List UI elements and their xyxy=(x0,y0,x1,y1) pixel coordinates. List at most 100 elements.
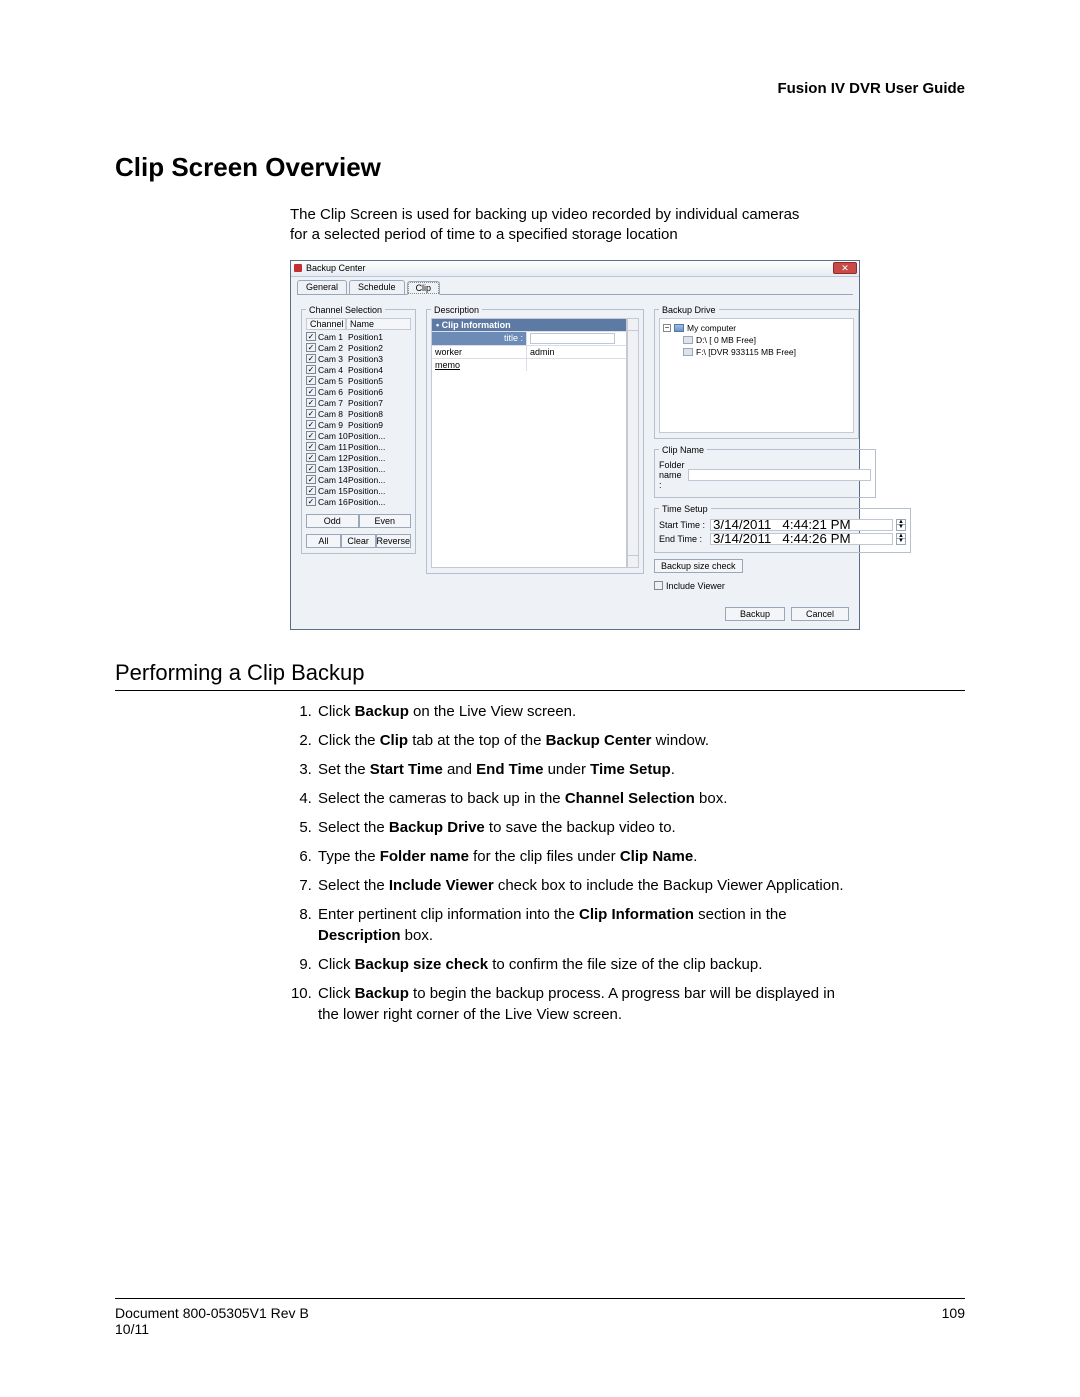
tree-expand-icon[interactable]: − xyxy=(663,324,671,332)
description-box: Description Clip Information title : wor… xyxy=(426,305,644,574)
clip-name: Clip Name Folder name : xyxy=(654,445,876,498)
channel-checkbox[interactable]: ✓ xyxy=(306,464,316,473)
channel-checkbox[interactable]: ✓ xyxy=(306,365,316,374)
include-viewer-label: Include Viewer xyxy=(666,581,725,591)
tab-clip[interactable]: Clip xyxy=(407,281,441,295)
channel-checkbox[interactable]: ✓ xyxy=(306,409,316,418)
folder-name-label: Folder name : xyxy=(659,460,685,490)
channel-row[interactable]: ✓Cam 2Position2 xyxy=(306,343,411,354)
window-title: Backup Center xyxy=(306,263,366,273)
channel-checkbox[interactable]: ✓ xyxy=(306,497,316,506)
backup-button[interactable]: Backup xyxy=(725,607,785,621)
description-legend: Description xyxy=(431,305,482,315)
channel-selection-legend: Channel Selection xyxy=(306,305,385,315)
clear-button[interactable]: Clear xyxy=(341,534,376,548)
drive-icon xyxy=(683,336,693,344)
channel-checkbox[interactable]: ✓ xyxy=(306,431,316,440)
step-item: Click Backup size check to confirm the f… xyxy=(316,954,850,975)
subheading: Performing a Clip Backup xyxy=(115,660,965,691)
start-time-spinner[interactable]: ▲▼ xyxy=(896,519,906,531)
page-title: Clip Screen Overview xyxy=(115,152,965,183)
reverse-button[interactable]: Reverse xyxy=(376,534,412,548)
channel-row[interactable]: ✓Cam 14Position... xyxy=(306,475,411,486)
page-number: 109 xyxy=(942,1305,965,1337)
clip-info-header: Clip Information xyxy=(432,319,626,331)
step-item: Select the Backup Drive to save the back… xyxy=(316,817,850,838)
step-item: Enter pertinent clip information into th… xyxy=(316,904,850,946)
scroll-up-icon[interactable] xyxy=(628,319,638,331)
channel-row[interactable]: ✓Cam 16Position... xyxy=(306,497,411,508)
channel-row[interactable]: ✓Cam 4Position4 xyxy=(306,365,411,376)
close-button[interactable]: ✕ xyxy=(833,262,857,274)
channel-checkbox[interactable]: ✓ xyxy=(306,486,316,495)
worker-value: admin xyxy=(527,346,558,358)
drive-icon xyxy=(683,348,693,356)
worker-label: worker xyxy=(432,346,527,358)
tabs: General Schedule Clip xyxy=(291,277,859,294)
channel-row[interactable]: ✓Cam 5Position5 xyxy=(306,376,411,387)
channel-row[interactable]: ✓Cam 12Position... xyxy=(306,453,411,464)
scroll-down-icon[interactable] xyxy=(628,555,638,567)
channel-checkbox[interactable]: ✓ xyxy=(306,398,316,407)
computer-icon xyxy=(674,324,684,332)
even-button[interactable]: Even xyxy=(359,514,412,528)
channel-checkbox[interactable]: ✓ xyxy=(306,376,316,385)
channel-selection: Channel Selection Channel Name ✓Cam 1Pos… xyxy=(301,305,416,554)
channel-row[interactable]: ✓Cam 3Position3 xyxy=(306,354,411,365)
drive-tree[interactable]: −My computer D:\ [ 0 MB Free] F:\ [DVR 9… xyxy=(659,318,854,433)
channel-checkbox[interactable]: ✓ xyxy=(306,475,316,484)
description-body: Clip Information title : worker admin me… xyxy=(431,318,627,568)
channel-checkbox[interactable]: ✓ xyxy=(306,354,316,363)
memo-label: memo xyxy=(432,359,527,371)
panel: Channel Selection Channel Name ✓Cam 1Pos… xyxy=(291,295,859,603)
app-icon xyxy=(294,264,302,272)
channel-checkbox[interactable]: ✓ xyxy=(306,420,316,429)
channel-row[interactable]: ✓Cam 7Position7 xyxy=(306,398,411,409)
channel-row[interactable]: ✓Cam 11Position... xyxy=(306,442,411,453)
channel-row[interactable]: ✓Cam 10Position... xyxy=(306,431,411,442)
channel-row[interactable]: ✓Cam 13Position... xyxy=(306,464,411,475)
title-label: title : xyxy=(432,332,527,345)
doc-id: Document 800-05305V1 Rev B xyxy=(115,1305,309,1321)
channel-row[interactable]: ✓Cam 9Position9 xyxy=(306,420,411,431)
channel-checkbox[interactable]: ✓ xyxy=(306,442,316,451)
channel-rows: ✓Cam 1Position1✓Cam 2Position2✓Cam 3Posi… xyxy=(306,332,411,508)
channel-row[interactable]: ✓Cam 8Position8 xyxy=(306,409,411,420)
clip-name-legend: Clip Name xyxy=(659,445,707,455)
step-item: Select the Include Viewer check box to i… xyxy=(316,875,850,896)
page-footer: Document 800-05305V1 Rev B 10/11 109 xyxy=(115,1298,965,1337)
odd-button[interactable]: Odd xyxy=(306,514,359,528)
page: Fusion IV DVR User Guide Clip Screen Ove… xyxy=(0,0,1080,1397)
channel-row[interactable]: ✓Cam 6Position6 xyxy=(306,387,411,398)
start-time-label: Start Time : xyxy=(659,520,707,530)
channel-checkbox[interactable]: ✓ xyxy=(306,332,316,341)
end-time-spinner[interactable]: ▲▼ xyxy=(896,533,906,545)
end-time-input[interactable] xyxy=(710,533,893,545)
size-check-button[interactable]: Backup size check xyxy=(654,559,743,573)
start-time-input[interactable] xyxy=(710,519,893,531)
desc-scrollbar[interactable] xyxy=(627,318,639,568)
doc-date: 10/11 xyxy=(115,1321,309,1337)
folder-name-input[interactable] xyxy=(688,469,871,481)
channel-checkbox[interactable]: ✓ xyxy=(306,343,316,352)
backup-drive-legend: Backup Drive xyxy=(659,305,719,315)
channel-row[interactable]: ✓Cam 15Position... xyxy=(306,486,411,497)
titlebar: Backup Center ✕ xyxy=(291,261,859,277)
tab-schedule[interactable]: Schedule xyxy=(349,280,405,294)
step-item: Select the cameras to back up in the Cha… xyxy=(316,788,850,809)
step-item: Set the Start Time and End Time under Ti… xyxy=(316,759,850,780)
cancel-button[interactable]: Cancel xyxy=(791,607,849,621)
channel-checkbox[interactable]: ✓ xyxy=(306,453,316,462)
time-setup-legend: Time Setup xyxy=(659,504,711,514)
include-viewer-checkbox[interactable] xyxy=(654,581,663,590)
channel-checkbox[interactable]: ✓ xyxy=(306,387,316,396)
title-input[interactable] xyxy=(530,333,615,344)
steps-list: Click Backup on the Live View screen. Cli… xyxy=(290,701,850,1025)
tab-general[interactable]: General xyxy=(297,280,347,294)
guide-title: Fusion IV DVR User Guide xyxy=(115,80,965,97)
channel-headers: Channel Name xyxy=(306,318,411,330)
all-button[interactable]: All xyxy=(306,534,341,548)
step-item: Click Backup on the Live View screen. xyxy=(316,701,850,722)
channel-row[interactable]: ✓Cam 1Position1 xyxy=(306,332,411,343)
backup-center-window: Backup Center ✕ General Schedule Clip Ch… xyxy=(290,260,860,630)
